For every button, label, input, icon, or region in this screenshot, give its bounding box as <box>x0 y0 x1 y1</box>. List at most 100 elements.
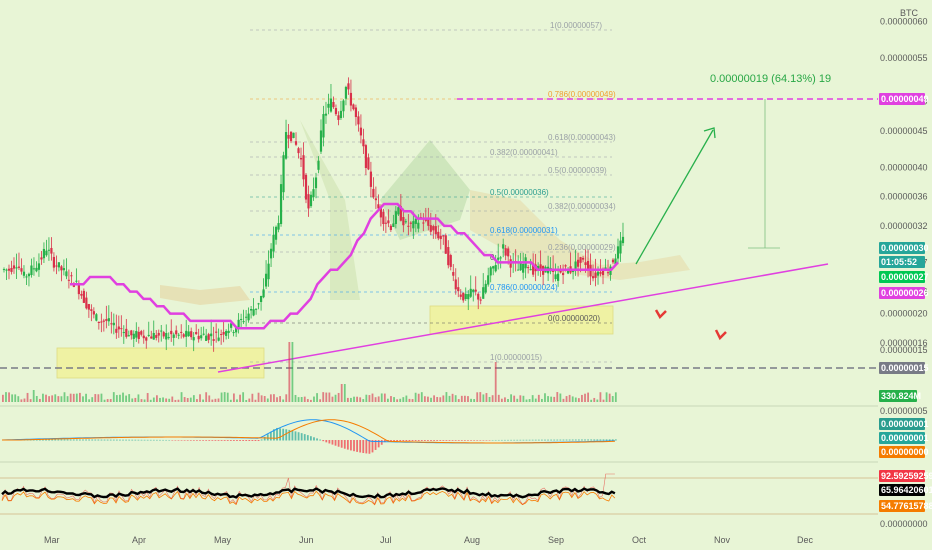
volume-bar <box>460 395 463 402</box>
macd-histogram-bar <box>183 440 186 441</box>
candle-body <box>357 116 360 125</box>
volume-bar <box>82 396 84 402</box>
volume-bar <box>316 393 318 402</box>
candle-body <box>442 235 445 237</box>
candle-body <box>105 319 108 321</box>
candle-body <box>185 330 188 337</box>
macd-histogram-bar <box>337 440 340 447</box>
macd-histogram-bar <box>162 439 164 441</box>
volume-bar <box>439 397 442 402</box>
candle-body <box>115 328 118 333</box>
volume-bar <box>362 399 365 402</box>
macd-histogram-bar <box>353 440 355 452</box>
candle-body <box>197 335 200 340</box>
volume-bar <box>199 394 201 402</box>
volume-bar <box>497 394 500 402</box>
volume-bar <box>537 394 540 402</box>
volume-bar <box>131 398 134 402</box>
macd-histogram-bar <box>383 440 386 443</box>
volume-bar <box>5 392 7 402</box>
volume-bar <box>602 399 605 402</box>
macd-histogram-bar <box>488 440 491 441</box>
volume-bar <box>20 399 23 402</box>
macd-histogram-bar <box>103 439 106 441</box>
macd-histogram-bar <box>368 440 371 454</box>
candle-body <box>354 107 358 118</box>
candle-body <box>85 297 88 309</box>
macd-histogram-bar <box>346 440 349 450</box>
volume-bar <box>134 397 137 402</box>
candle-body <box>37 263 41 270</box>
time-axis[interactable]: Mar Apr May Jun Jul Aug Sep Oct Nov Dec <box>44 535 814 545</box>
volume-bar <box>306 399 309 402</box>
candle-body <box>75 280 78 282</box>
volume-bar <box>100 393 103 402</box>
volume-bar <box>303 396 306 402</box>
volume-bar <box>128 394 131 402</box>
volume-bar <box>149 399 152 402</box>
candle-body <box>462 292 465 301</box>
candle-body <box>559 270 562 273</box>
macd-histogram-bar <box>562 439 565 441</box>
candle-body <box>249 309 253 311</box>
volume-bar <box>414 392 417 402</box>
volume-bar <box>420 392 423 402</box>
volume-bar <box>442 395 445 402</box>
volume-bar <box>531 395 534 402</box>
macd-histogram-bar <box>266 434 269 441</box>
volume-bar <box>590 399 593 402</box>
volume-bar <box>42 393 44 402</box>
candle-body <box>92 311 95 315</box>
candle-body <box>277 223 280 230</box>
volume-bar <box>427 396 429 402</box>
candle-body <box>399 206 402 221</box>
price-tick-label: 0.00000036 <box>880 192 928 202</box>
fib-label: 0.618(0.00000031) <box>490 226 558 235</box>
macd-histogram-bar <box>112 439 115 441</box>
candle-body <box>172 334 175 338</box>
candle-body <box>45 250 48 256</box>
macd-histogram-bar <box>42 439 44 441</box>
macd-histogram-bar <box>205 440 208 441</box>
volume-bar <box>393 397 395 402</box>
candle-body <box>302 155 305 180</box>
macd-histogram-bar <box>79 439 81 441</box>
candle-body <box>337 115 340 120</box>
volume-bar <box>547 396 549 402</box>
fib-label: 0.382(0.00000041) <box>490 148 558 157</box>
rsi-tag <box>879 470 925 482</box>
macd-histogram-bar <box>559 439 562 441</box>
candle-body <box>240 318 243 320</box>
candle-body <box>384 222 387 224</box>
macd-histogram-bar <box>282 428 285 441</box>
macd-histogram-bar <box>140 439 143 441</box>
macd-histogram-bar <box>297 432 300 441</box>
volume-bar <box>519 395 522 402</box>
volume-bar <box>365 394 368 402</box>
macd-histogram-bar <box>408 440 411 441</box>
candle-body <box>564 265 567 267</box>
candle-body <box>135 331 138 338</box>
macd-histogram-bar <box>362 440 365 454</box>
candle-body <box>392 223 395 227</box>
macd-histogram-bar <box>60 439 63 441</box>
price-tags: 0.00000049 0.00000030 01:05:52 0.00000027 0.… <box>879 93 932 512</box>
candle-body <box>232 332 235 334</box>
macd-histogram-bar <box>417 440 420 441</box>
volume-bar <box>2 394 4 402</box>
fib-label: 1(0.00000015) <box>490 353 542 362</box>
candle-body <box>162 332 165 337</box>
macd-histogram-bar <box>263 436 266 441</box>
candle-body <box>504 248 507 256</box>
candle-body <box>497 257 500 260</box>
volume-bar <box>146 393 149 402</box>
candle-body <box>382 211 385 225</box>
volume-bar <box>614 392 617 402</box>
macd-histogram-bar <box>310 436 312 441</box>
candle-body <box>367 157 370 170</box>
macd-histogram-bar <box>313 437 315 441</box>
macd-histogram-bar <box>510 439 512 441</box>
volume-bar <box>297 397 300 402</box>
macd-histogram-bar <box>242 440 245 441</box>
